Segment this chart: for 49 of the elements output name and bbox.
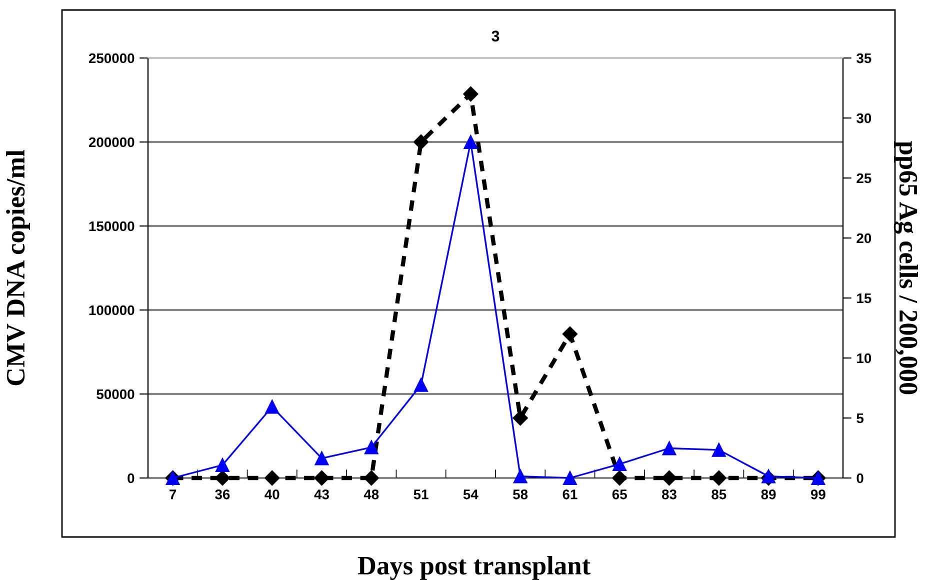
- x-tick-label: 48: [364, 489, 379, 500]
- y-tick-label: 200000: [88, 137, 134, 148]
- point: [463, 86, 478, 102]
- x-tick-label: 58: [513, 489, 528, 500]
- x-tick-label: 54: [463, 490, 478, 500]
- y2-tick-label: 0: [856, 473, 864, 484]
- x-tick-label: 83: [662, 489, 676, 500]
- point: [464, 135, 478, 149]
- x-tick-label: 7: [170, 490, 176, 500]
- y2-tick-label: 15: [857, 293, 872, 304]
- x-tick-label: 99: [810, 489, 826, 500]
- point: [762, 469, 776, 484]
- x-tick-label: 40: [264, 489, 280, 500]
- point: [512, 410, 528, 426]
- point: [414, 378, 428, 392]
- x-tick-label: 85: [712, 489, 726, 500]
- point: [563, 471, 577, 485]
- y-tick-label: 100000: [89, 305, 134, 316]
- point: [612, 457, 627, 471]
- point: [513, 469, 528, 484]
- point: [265, 400, 280, 414]
- x-tick-label: 51: [414, 490, 428, 500]
- y2-tick-label: 10: [857, 353, 872, 364]
- point: [662, 441, 676, 456]
- point: [216, 458, 230, 472]
- point: [314, 451, 329, 466]
- chart-title: 3: [492, 30, 500, 42]
- y2-tick-label: 30: [856, 113, 872, 124]
- point: [562, 326, 578, 342]
- x-tick-label: 36: [215, 489, 230, 500]
- y2-tick-label: 20: [856, 233, 872, 244]
- y2-tick-label: 35: [856, 53, 872, 64]
- x-axis-title: Days post transplant: [358, 556, 590, 580]
- x-tick-label: 65: [612, 489, 627, 500]
- y-tick-label: 50000: [96, 389, 134, 400]
- x-tick-label: 89: [761, 489, 776, 500]
- y2-axis-title: pp65 Ag cells / 200,000: [894, 141, 918, 394]
- y2-tick-label: 25: [856, 173, 872, 184]
- y2-tick-label: 5: [856, 413, 864, 424]
- point: [662, 470, 677, 486]
- x-tick-label: 61: [562, 489, 578, 500]
- x-tick-label: 43: [314, 489, 329, 500]
- y-tick-label: 250000: [88, 53, 134, 64]
- y-tick-label: 150000: [89, 221, 134, 232]
- point: [314, 470, 330, 486]
- point: [712, 443, 726, 457]
- y-tick-label: 0: [128, 473, 134, 484]
- point: [364, 440, 378, 454]
- y-axis-title: CMV DNA copies/ml: [6, 150, 30, 386]
